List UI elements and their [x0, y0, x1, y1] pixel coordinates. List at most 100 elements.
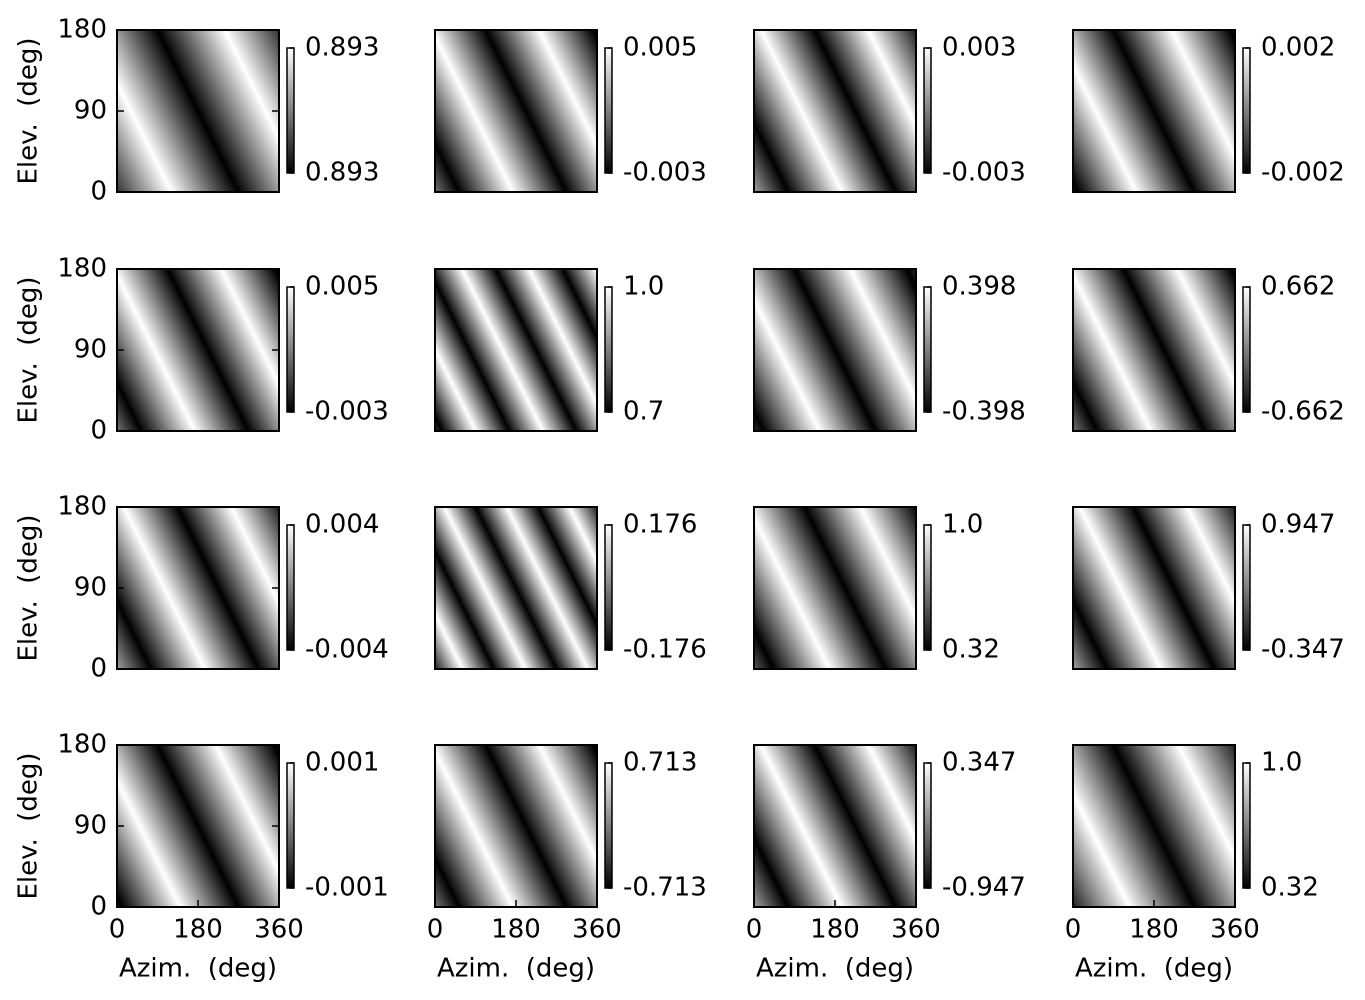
plot-frame	[434, 506, 598, 670]
plot-frame	[1072, 268, 1236, 432]
colorbar-tick-label: 0.32	[942, 635, 1000, 665]
colorbar-tick-label: 1.0	[942, 510, 983, 540]
colorbar-tick-label: 0.947	[1261, 510, 1335, 540]
colorbar-tick-label: -0.003	[305, 397, 389, 427]
x-axis-label: Azim. (deg)	[1075, 954, 1233, 984]
plot-frame	[1072, 506, 1236, 670]
colorbar-tick-label: 0.347	[942, 748, 1016, 778]
y-tick-label: 90	[74, 573, 107, 603]
x-tick-label: 180	[491, 915, 541, 945]
y-tick-label: 0	[90, 416, 107, 446]
colorbar-tick-label: -0.003	[942, 158, 1026, 188]
x-axis-label: Azim. (deg)	[756, 954, 914, 984]
plot-frame	[753, 506, 917, 670]
y-tick-label: 0	[90, 177, 107, 207]
y-tick-label: 90	[74, 811, 107, 841]
plot-frame	[753, 29, 917, 193]
y-tick-label: 0	[90, 654, 107, 684]
heatmap-image	[1073, 269, 1235, 431]
colorbar	[923, 286, 932, 413]
colorbar-tick-label: 0.893	[305, 158, 379, 188]
colorbar-tick-label: 0.398	[942, 272, 1016, 302]
heatmap-image	[117, 30, 279, 192]
y-tick-label: 180	[57, 492, 107, 522]
y-tick-label: 90	[74, 96, 107, 126]
colorbar-tick-label: 0.893	[305, 33, 379, 63]
x-axis-label: Azim. (deg)	[437, 954, 595, 984]
heatmap-image	[117, 269, 279, 431]
colorbar-tick-label: -0.004	[305, 635, 389, 665]
y-tick-label: 180	[57, 254, 107, 284]
colorbar-tick-label: 0.003	[942, 33, 1016, 63]
x-tick-label: 180	[1129, 915, 1179, 945]
x-tick-label: 0	[427, 915, 444, 945]
colorbar-tick-label: 0.004	[305, 510, 379, 540]
plot-frame	[753, 268, 917, 432]
x-tick-label: 180	[810, 915, 860, 945]
y-axis-label: Elev. (deg)	[14, 752, 44, 899]
heatmap-image	[435, 507, 597, 669]
heatmap-image	[754, 745, 916, 907]
colorbar-tick-label: -0.176	[623, 635, 707, 665]
colorbar-tick-label: 0.713	[623, 748, 697, 778]
colorbar	[923, 762, 932, 889]
heatmap-image	[435, 745, 597, 907]
x-tick-label: 360	[254, 915, 304, 945]
colorbar-tick-label: 0.176	[623, 510, 697, 540]
colorbar	[286, 762, 295, 889]
y-axis-label: Elev. (deg)	[14, 276, 44, 423]
colorbar-tick-label: -0.713	[623, 873, 707, 903]
x-tick-label: 360	[1210, 915, 1260, 945]
heatmap-image	[117, 507, 279, 669]
colorbar-tick-label: 0.32	[1261, 873, 1319, 903]
plot-frame	[434, 268, 598, 432]
colorbar-tick-label: 0.662	[1261, 272, 1335, 302]
colorbar-tick-label: 0.005	[305, 272, 379, 302]
colorbar	[604, 47, 613, 174]
heatmap-image	[1073, 30, 1235, 192]
x-tick-label: 0	[109, 915, 126, 945]
colorbar	[923, 524, 932, 651]
x-tick-label: 0	[1065, 915, 1082, 945]
heatmap-image	[754, 30, 916, 192]
plot-frame	[434, 29, 598, 193]
x-tick-label: 180	[173, 915, 223, 945]
colorbar	[604, 286, 613, 413]
colorbar	[286, 286, 295, 413]
y-tick-label: 180	[57, 15, 107, 45]
colorbar-tick-label: 0.005	[623, 33, 697, 63]
heatmap-image	[1073, 745, 1235, 907]
colorbar	[604, 524, 613, 651]
heatmap-image	[435, 30, 597, 192]
y-tick-label: 180	[57, 730, 107, 760]
colorbar	[604, 762, 613, 889]
colorbar-tick-label: 0.002	[1261, 33, 1335, 63]
colorbar	[286, 47, 295, 174]
colorbar	[1242, 47, 1251, 174]
colorbar-tick-label: 1.0	[1261, 748, 1302, 778]
y-axis-label: Elev. (deg)	[14, 514, 44, 661]
colorbar-tick-label: -0.662	[1261, 397, 1345, 427]
heatmap-image	[754, 507, 916, 669]
x-tick-label: 360	[891, 915, 941, 945]
colorbar	[1242, 762, 1251, 889]
x-tick-label: 0	[746, 915, 763, 945]
heatmap-image	[435, 269, 597, 431]
x-tick-label: 360	[572, 915, 622, 945]
colorbar-tick-label: -0.947	[942, 873, 1026, 903]
colorbar-tick-label: -0.347	[1261, 635, 1345, 665]
x-axis-label: Azim. (deg)	[119, 954, 277, 984]
plot-frame	[1072, 29, 1236, 193]
colorbar-tick-label: 0.001	[305, 748, 379, 778]
colorbar-tick-label: -0.001	[305, 873, 389, 903]
colorbar-tick-label: -0.002	[1261, 158, 1345, 188]
colorbar	[1242, 524, 1251, 651]
y-tick-label: 90	[74, 335, 107, 365]
colorbar-tick-label: 1.0	[623, 272, 664, 302]
colorbar	[923, 47, 932, 174]
colorbar	[1242, 286, 1251, 413]
colorbar	[286, 524, 295, 651]
heatmap-image	[754, 269, 916, 431]
colorbar-tick-label: -0.398	[942, 397, 1026, 427]
